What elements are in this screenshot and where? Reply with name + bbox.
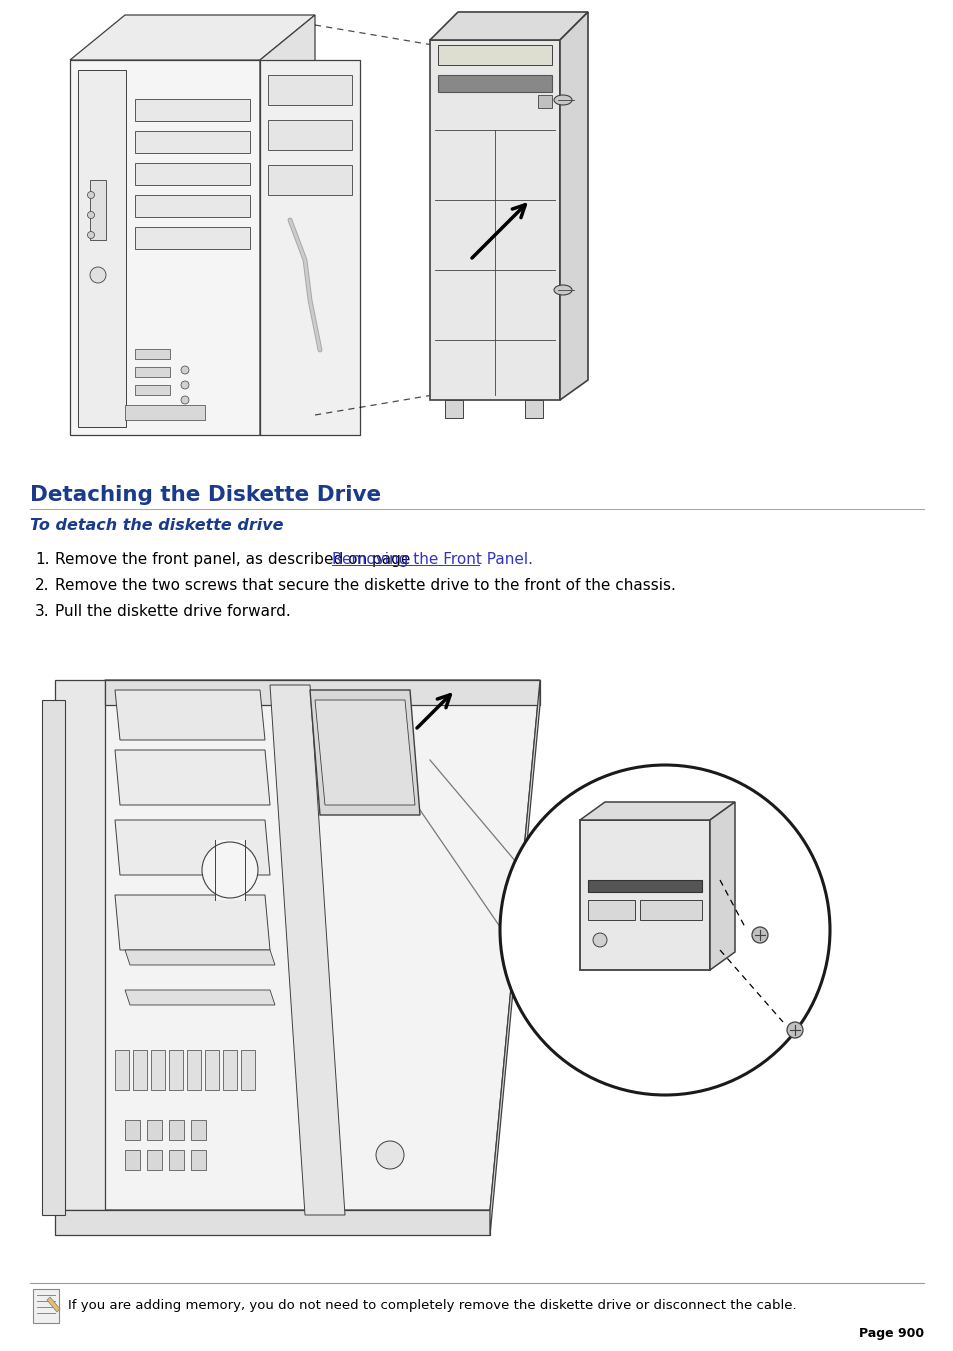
Polygon shape [135, 385, 170, 394]
Polygon shape [437, 45, 552, 65]
Polygon shape [135, 131, 250, 153]
Polygon shape [125, 990, 274, 1005]
Polygon shape [55, 680, 105, 1210]
Polygon shape [90, 180, 106, 240]
Text: If you are adding memory, you do not need to completely remove the diskette driv: If you are adding memory, you do not nee… [68, 1298, 796, 1312]
Polygon shape [42, 700, 65, 1215]
Polygon shape [223, 1050, 236, 1090]
Polygon shape [115, 690, 265, 740]
Polygon shape [132, 1050, 147, 1090]
Circle shape [375, 1142, 403, 1169]
Polygon shape [125, 405, 205, 420]
Polygon shape [191, 1120, 206, 1140]
Polygon shape [579, 802, 734, 820]
Polygon shape [125, 1120, 140, 1140]
Polygon shape [537, 95, 552, 108]
Circle shape [786, 1021, 802, 1038]
Ellipse shape [554, 95, 572, 105]
Text: Detaching the Diskette Drive: Detaching the Diskette Drive [30, 485, 381, 505]
Polygon shape [270, 685, 345, 1215]
Text: 3.: 3. [35, 604, 50, 619]
Polygon shape [115, 894, 270, 950]
Circle shape [499, 765, 829, 1096]
Polygon shape [135, 195, 250, 218]
Polygon shape [214, 840, 245, 900]
Polygon shape [147, 1150, 162, 1170]
Polygon shape [268, 165, 352, 195]
Polygon shape [147, 1120, 162, 1140]
Text: 2.: 2. [35, 578, 50, 593]
Polygon shape [260, 59, 359, 435]
Polygon shape [70, 15, 314, 59]
Text: 1.: 1. [35, 553, 50, 567]
Polygon shape [47, 1297, 60, 1312]
Polygon shape [587, 900, 635, 920]
Polygon shape [437, 76, 552, 92]
Circle shape [751, 927, 767, 943]
Text: Page 900: Page 900 [858, 1327, 923, 1339]
Polygon shape [115, 820, 270, 875]
Polygon shape [559, 12, 587, 400]
Polygon shape [260, 15, 314, 435]
Circle shape [90, 267, 106, 282]
Polygon shape [169, 1120, 184, 1140]
Polygon shape [587, 880, 701, 892]
Polygon shape [125, 1150, 140, 1170]
Circle shape [181, 396, 189, 404]
Polygon shape [444, 400, 462, 417]
Polygon shape [135, 163, 250, 185]
Circle shape [181, 366, 189, 374]
Polygon shape [151, 1050, 165, 1090]
Polygon shape [105, 680, 539, 705]
Polygon shape [55, 1210, 490, 1235]
Text: Remove the two screws that secure the diskette drive to the front of the chassis: Remove the two screws that secure the di… [55, 578, 675, 593]
Polygon shape [33, 1289, 59, 1323]
Polygon shape [709, 802, 734, 970]
Polygon shape [115, 750, 270, 805]
Polygon shape [490, 680, 539, 1235]
Polygon shape [579, 820, 709, 970]
Polygon shape [125, 950, 274, 965]
Polygon shape [135, 367, 170, 377]
Polygon shape [55, 680, 539, 1210]
Circle shape [88, 192, 94, 199]
Polygon shape [78, 70, 126, 427]
Polygon shape [135, 99, 250, 122]
Polygon shape [268, 120, 352, 150]
Polygon shape [187, 1050, 201, 1090]
Polygon shape [135, 227, 250, 249]
Circle shape [88, 212, 94, 219]
Polygon shape [115, 1050, 129, 1090]
Circle shape [88, 231, 94, 239]
Circle shape [181, 381, 189, 389]
Circle shape [593, 934, 606, 947]
Circle shape [202, 842, 257, 898]
Polygon shape [169, 1050, 183, 1090]
Ellipse shape [554, 285, 572, 295]
Text: Removing the Front Panel.: Removing the Front Panel. [332, 553, 532, 567]
Polygon shape [524, 400, 542, 417]
Polygon shape [70, 59, 260, 435]
Polygon shape [310, 690, 419, 815]
Polygon shape [430, 12, 587, 41]
Polygon shape [191, 1150, 206, 1170]
Polygon shape [268, 76, 352, 105]
Polygon shape [241, 1050, 254, 1090]
Polygon shape [639, 900, 701, 920]
Text: Pull the diskette drive forward.: Pull the diskette drive forward. [55, 604, 291, 619]
Polygon shape [135, 349, 170, 359]
Polygon shape [430, 41, 559, 400]
Polygon shape [169, 1150, 184, 1170]
Text: To detach the diskette drive: To detach the diskette drive [30, 517, 283, 534]
Text: Remove the front panel, as described on page: Remove the front panel, as described on … [55, 553, 415, 567]
Polygon shape [205, 1050, 219, 1090]
Polygon shape [314, 700, 415, 805]
